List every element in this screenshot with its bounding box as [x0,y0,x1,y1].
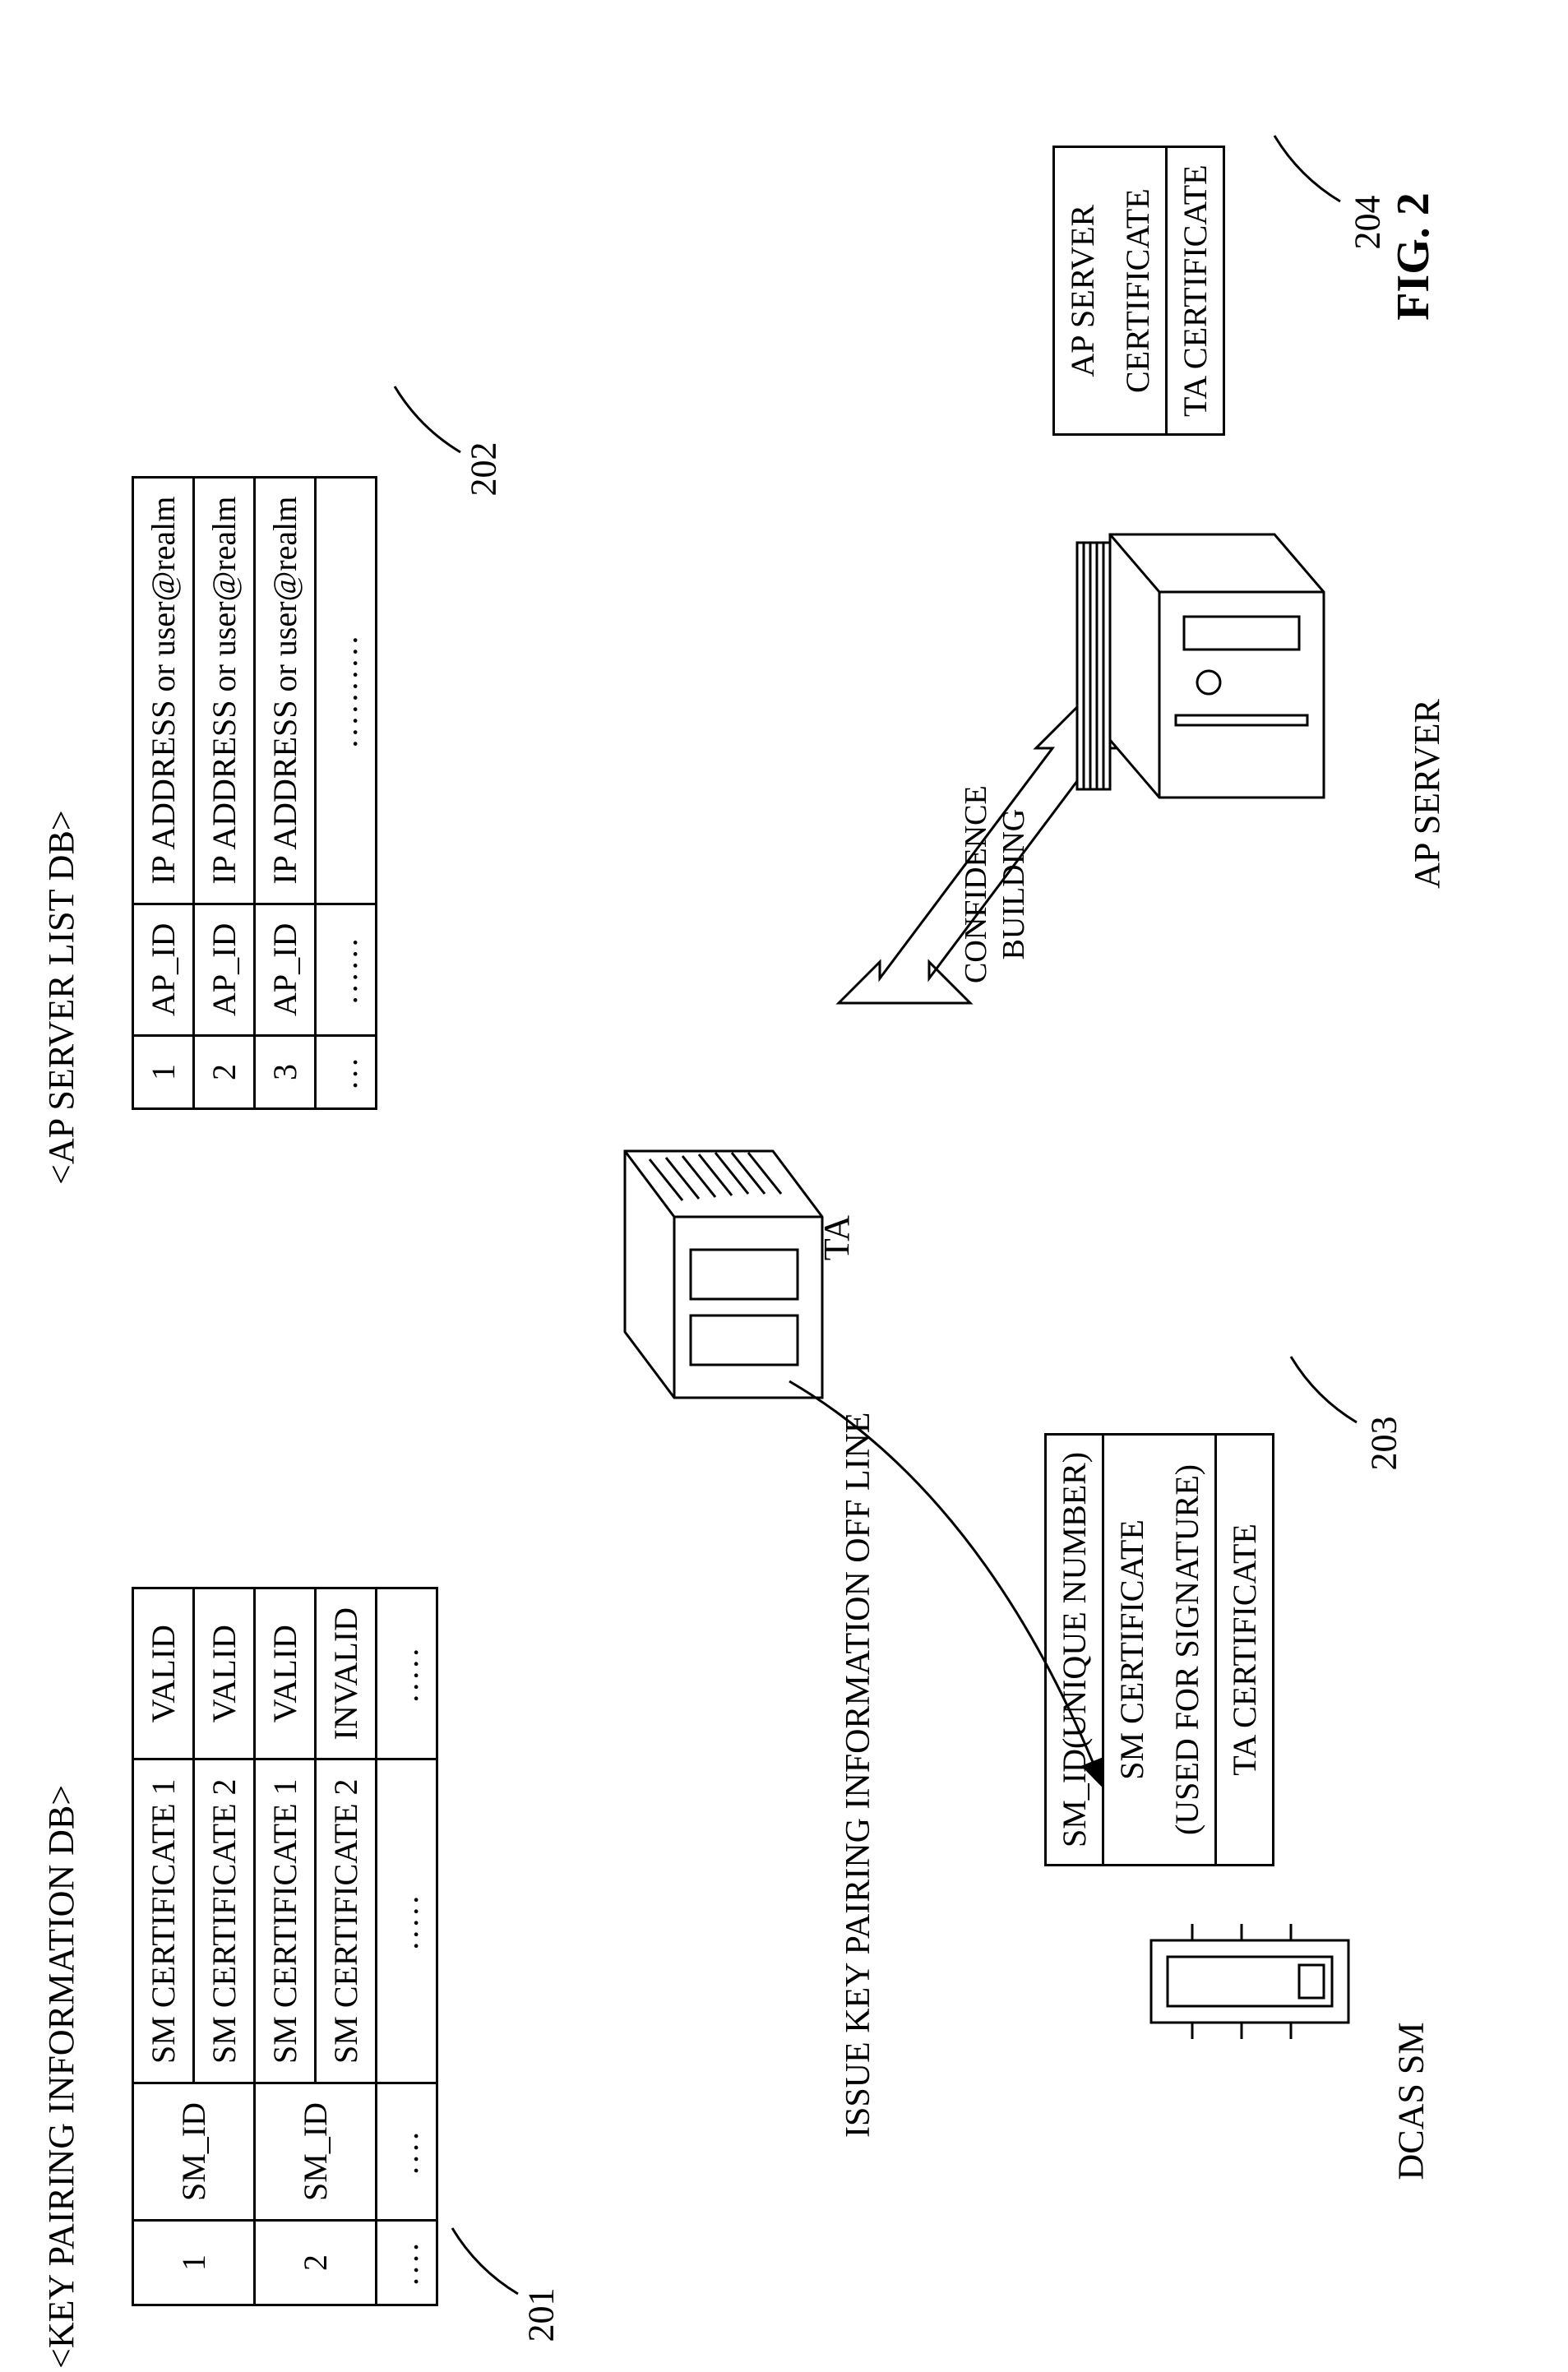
table-row: 1 SM_ID SM CERTIFICATE 1 VALID [133,1588,194,2305]
dots: .... [377,2083,437,2220]
ap-server-db-table: 1 AP_ID IP ADDRESS or user@realm 2 AP_ID… [132,476,377,1110]
table-row-dots: .... .... ..... ..... [377,1588,437,2305]
dots: ...... [316,904,377,1035]
table-row: 3 AP_ID IP ADDRESS or user@realm [255,477,316,1108]
ap-idx: 2 [194,1036,255,1109]
figure-title: FIG. 2 [1387,192,1440,321]
table-row: SM CERTIFICATE [1103,1434,1160,1865]
ap-cert-row2: CERTIFICATE [1110,147,1167,435]
table-row: 2 SM_ID SM CERTIFICATE 1 VALID [255,1588,316,2305]
table-row: (USED FOR SIGNATURE) [1159,1434,1216,1865]
key-pairing-db-table: 1 SM_ID SM CERTIFICATE 1 VALID SM CERTIF… [132,1587,438,2306]
ap-id: AP_ID [133,904,194,1035]
dcas-sm-info-table: SM_ID(UNIQUE NUMBER) SM CERTIFICATE (USE… [1044,1433,1274,1866]
kp-cert: SM CERTIFICATE 2 [316,1759,377,2083]
kp-idx: 1 [133,2221,255,2305]
ref-201: 201 [520,2288,562,2342]
ap-id: AP_ID [194,904,255,1035]
dots: .... [377,2221,437,2305]
table-row: SM_ID(UNIQUE NUMBER) [1046,1434,1103,1865]
ref-203: 203 [1363,1417,1405,1471]
ap-addr: IP ADDRESS or user@realm [133,477,194,904]
issue-key-pairing-label: ISSUE KEY PAIRING INFORMATION OFF LINE [839,1413,878,2138]
confidence-building-label: CONFIDENCE BUILDING [958,785,1033,983]
sm-cert-row2: (USED FOR SIGNATURE) [1159,1434,1216,1865]
key-pairing-db-title: <KEY PAIRING INFORMATION DB> [40,1785,82,2369]
table-row: 1 AP_ID IP ADDRESS or user@realm [133,477,194,1108]
table-row: CERTIFICATE [1110,147,1167,435]
ap-cert-row: AP SERVER [1054,147,1111,435]
dots: ..... [377,1588,437,1759]
table-row: 2 AP_ID IP ADDRESS or user@realm [194,477,255,1108]
confidence-line2: BUILDING [996,809,1030,960]
kp-status: VALID [255,1588,316,1759]
kp-idx: 2 [255,2221,377,2305]
sm-id-row: SM_ID(UNIQUE NUMBER) [1046,1434,1103,1865]
kp-cert: SM CERTIFICATE 1 [133,1759,194,2083]
kp-status: VALID [194,1588,255,1759]
sm-cert-row: SM CERTIFICATE [1103,1434,1160,1865]
table-row: TA CERTIFICATE [1167,147,1224,435]
dots: ..... [377,1759,437,2083]
ap-addr: IP ADDRESS or user@realm [194,477,255,904]
kp-smid: SM_ID [133,2083,255,2220]
ap-server-icon [1044,485,1373,830]
ref-202: 202 [463,442,505,497]
kp-cert: SM CERTIFICATE 1 [255,1759,316,2083]
kp-status: INVALID [316,1588,377,1759]
ap-server-info-table: AP SERVER CERTIFICATE TA CERTIFICATE [1052,146,1225,436]
kp-cert: SM CERTIFICATE 2 [194,1759,255,2083]
ap-server-label: AP SERVER [1406,699,1448,889]
ap-idx: 1 [133,1036,194,1109]
table-row: AP SERVER [1054,147,1111,435]
ref-204: 204 [1347,196,1389,250]
ap-id: AP_ID [255,904,316,1035]
kp-smid: SM_ID [255,2083,377,2220]
ap-server-db-title: <AP SERVER LIST DB> [40,810,82,1185]
dots: ... [316,1036,377,1109]
table-row-dots: ... ...... .......... [316,477,377,1108]
ta-cert-row: TA CERTIFICATE [1216,1434,1274,1865]
table-row: TA CERTIFICATE [1216,1434,1274,1865]
ap-addr: IP ADDRESS or user@realm [255,477,316,904]
kp-status: VALID [133,1588,194,1759]
ap-ta-cert-row: TA CERTIFICATE [1167,147,1224,435]
ta-label: TA [816,1215,858,1260]
ap-idx: 3 [255,1036,316,1109]
dcas-sm-chip-icon [1126,1907,1373,2055]
dots: .......... [316,477,377,904]
confidence-line1: CONFIDENCE [959,785,993,983]
dcas-sm-label: DCAS SM [1390,2023,1432,2180]
